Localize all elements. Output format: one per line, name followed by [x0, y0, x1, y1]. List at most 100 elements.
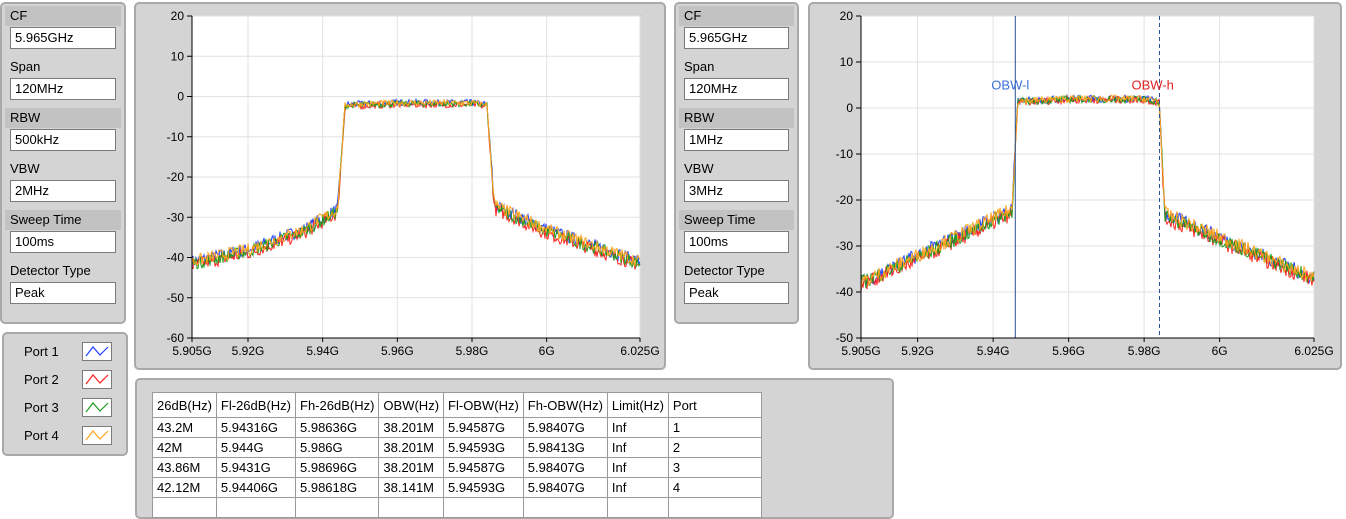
legend-label: Port 3	[24, 400, 59, 415]
x-tick-label: 5.96G	[381, 344, 414, 358]
cf-label: CF	[5, 6, 121, 26]
x-tick-label: 6G	[1212, 344, 1228, 358]
y-tick-label: -30	[167, 210, 185, 224]
table-row-empty[interactable]	[152, 497, 762, 518]
table-row[interactable]: 42.12M 5.94406G 5.98618G 38.141M 5.94593…	[152, 477, 762, 498]
detector-type-input[interactable]: Peak	[10, 282, 116, 304]
table-cell: 5.9431G	[215, 457, 297, 478]
col-header: Fl-OBW(Hz)	[443, 392, 524, 418]
x-tick-label: 5.94G	[977, 344, 1010, 358]
table-cell: 42M	[152, 437, 217, 458]
sweep-time-label: Sweep Time	[679, 210, 794, 230]
vbw-label: VBW	[684, 161, 714, 176]
table-cell: 5.98407G	[522, 417, 608, 438]
table-cell: 5.98407G	[522, 477, 608, 498]
line-swatch-icon	[82, 398, 112, 417]
table-cell: 5.98407G	[522, 457, 608, 478]
y-tick-label: 10	[171, 49, 185, 63]
vbw-input[interactable]: 3MHz	[684, 180, 789, 202]
x-tick-label: 5.905G	[172, 344, 211, 358]
rbw-label: RBW	[5, 108, 121, 128]
spectrum-plot-left[interactable]: 20 10 0 -10 -20 -30 -40 -50 -605.905G 5.92G 5.94G 5…	[136, 4, 664, 368]
table-row[interactable]: 43.2M 5.94316G 5.98636G 38.201M 5.94587G…	[152, 417, 762, 438]
table-cell: 5.94406G	[215, 477, 297, 498]
table-cell: 5.94587G	[443, 417, 524, 438]
table-cell	[152, 497, 217, 518]
col-header: OBW(Hz)	[378, 392, 445, 418]
cf-label: CF	[679, 6, 794, 26]
table-cell: 5.94587G	[443, 457, 524, 478]
spectrum-chart-left: 20 10 0 -10 -20 -30 -40 -50 -60 5.905G 5.92G 5.94G 5…	[134, 2, 666, 370]
table-row[interactable]: 42M 5.944G 5.986G 38.201M 5.94593G 5.984…	[152, 437, 762, 458]
y-tick-label: 0	[177, 90, 184, 104]
rbw-label: RBW	[679, 108, 794, 128]
sweep-time-label: Sweep Time	[5, 210, 121, 230]
table-cell	[522, 497, 608, 518]
line-swatch-icon	[82, 342, 112, 361]
cf-input[interactable]: 5.965GHz	[684, 27, 789, 49]
sweep-time-input[interactable]: 100ms	[10, 231, 116, 253]
results-table-panel: 26dB(Hz) Fl-26dB(Hz) Fh-26dB(Hz) OBW(Hz)…	[135, 378, 894, 519]
legend-port-2[interactable]: Port 2	[10, 367, 112, 393]
rbw-input[interactable]: 500kHz	[10, 129, 116, 151]
col-header: Fl-26dB(Hz)	[215, 392, 297, 418]
legend-port-4[interactable]: Port 4	[10, 423, 112, 449]
x-tick-label: 6G	[539, 344, 555, 358]
spectrum-chart-right: 20 10 0 -10 -20 -30 -40 -50 5.905G 5.92G 5.94G 5.96…	[808, 2, 1342, 370]
col-header: Port	[667, 392, 762, 418]
span-input[interactable]: 120MHz	[684, 78, 789, 100]
table-cell: 2	[667, 437, 762, 458]
detector-type-input[interactable]: Peak	[684, 282, 789, 304]
legend-port-1[interactable]: Port 1	[10, 339, 112, 365]
x-tick-label: 5.905G	[841, 344, 880, 358]
x-tick-label: 5.96G	[1052, 344, 1085, 358]
table-cell	[294, 497, 380, 518]
line-swatch-icon	[82, 426, 112, 445]
rbw-input[interactable]: 1MHz	[684, 129, 789, 151]
table-cell: 5.944G	[215, 437, 297, 458]
table-cell: 38.201M	[378, 417, 445, 438]
y-tick-label: -40	[167, 251, 185, 265]
legend-port-3[interactable]: Port 3	[10, 395, 112, 421]
table-cell: 5.98696G	[294, 457, 380, 478]
table-cell: 1	[667, 417, 762, 438]
x-tick-label: 6.025G	[620, 344, 659, 358]
table-cell: 5.94593G	[443, 477, 524, 498]
y-tick-label: 20	[171, 9, 185, 23]
x-tick-label: 5.92G	[901, 344, 934, 358]
table-cell: Inf	[606, 477, 669, 498]
cf-input[interactable]: 5.965GHz	[10, 27, 116, 49]
table-cell: 5.98636G	[294, 417, 380, 438]
table-cell	[667, 497, 762, 518]
x-tick-label: 5.98G	[456, 344, 489, 358]
sweep-time-input[interactable]: 100ms	[684, 231, 789, 253]
table-cell: 5.98618G	[294, 477, 380, 498]
y-tick-label: 0	[846, 101, 853, 115]
marker-label: OBW-l	[991, 78, 1029, 93]
table-cell	[378, 497, 445, 518]
table-row[interactable]: 43.86M 5.9431G 5.98696G 38.201M 5.94587G…	[152, 457, 762, 478]
x-tick-label: 5.98G	[1128, 344, 1161, 358]
vbw-input[interactable]: 2MHz	[10, 180, 116, 202]
y-tick-label: -50	[167, 291, 185, 305]
spectrum-plot-right[interactable]: 20 10 0 -10 -20 -30 -40 -505.905G 5.92G 5.94G 5.96…	[810, 4, 1340, 368]
table-cell: 3	[667, 457, 762, 478]
table-cell: 5.94316G	[215, 417, 297, 438]
y-tick-label: -40	[836, 285, 854, 299]
span-label: Span	[10, 59, 41, 74]
table-header-row: 26dB(Hz) Fl-26dB(Hz) Fh-26dB(Hz) OBW(Hz)…	[152, 392, 762, 418]
detector-type-label: Detector Type	[10, 263, 91, 278]
legend-label: Port 1	[24, 344, 59, 359]
series-line-port-4	[860, 94, 1315, 291]
table-cell: Inf	[606, 457, 669, 478]
table-cell: 38.201M	[378, 437, 445, 458]
y-tick-label: 10	[840, 55, 854, 69]
detector-type-label: Detector Type	[684, 263, 765, 278]
line-swatch-icon	[82, 370, 112, 389]
table-cell: 5.986G	[294, 437, 380, 458]
span-input[interactable]: 120MHz	[10, 78, 116, 100]
x-tick-label: 6.025G	[1294, 344, 1333, 358]
col-header: Fh-OBW(Hz)	[522, 392, 608, 418]
table-cell: 42.12M	[152, 477, 217, 498]
series-line-port-4	[191, 98, 641, 267]
